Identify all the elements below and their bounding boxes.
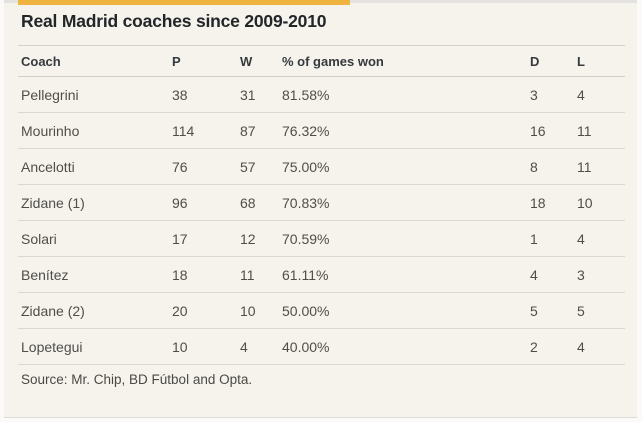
cell-losses: 10 xyxy=(577,194,593,211)
cell-played: 20 xyxy=(172,302,188,319)
cell-wins: 68 xyxy=(240,194,256,211)
cell-losses: 4 xyxy=(577,338,585,355)
cell-played: 114 xyxy=(172,122,195,139)
cell-played: 96 xyxy=(172,194,188,211)
cell-coach: Lopetegui xyxy=(21,338,83,355)
header-cell-coach: Coach xyxy=(21,53,61,69)
cell-draws: 16 xyxy=(530,122,546,139)
cell-wins: 31 xyxy=(240,86,256,103)
table-row: Zidane (2) 20 10 50.00% 5 5 xyxy=(18,293,625,329)
table-row: Ancelotti 76 57 75.00% 8 11 xyxy=(18,149,625,185)
cell-pct-won: 81.58% xyxy=(282,86,330,103)
cell-coach: Mourinho xyxy=(21,122,80,139)
table-row: Zidane (1) 96 68 70.83% 18 10 xyxy=(18,185,625,221)
cell-pct-won: 70.59% xyxy=(282,230,330,247)
cell-coach: Pellegrini xyxy=(21,86,79,103)
header-cell-losses: L xyxy=(577,53,585,69)
chart-title: Real Madrid coaches since 2009-2010 xyxy=(21,11,327,31)
cell-coach: Ancelotti xyxy=(21,158,75,175)
cell-pct-won: 75.00% xyxy=(282,158,330,175)
cell-wins: 12 xyxy=(240,230,256,247)
cell-pct-won: 61.11% xyxy=(282,266,329,283)
table-row: Solari 17 12 70.59% 1 4 xyxy=(18,221,625,257)
source-note: Source: Mr. Chip, BD Fútbol and Opta. xyxy=(21,372,253,387)
cell-coach: Zidane (1) xyxy=(21,194,85,211)
table-row: Benítez 18 11 61.11% 4 3 xyxy=(18,257,625,293)
cell-wins: 87 xyxy=(240,122,256,139)
cell-wins: 11 xyxy=(240,266,255,283)
cell-draws: 8 xyxy=(530,158,538,175)
cell-pct-won: 76.32% xyxy=(282,122,330,139)
cell-wins: 57 xyxy=(240,158,256,175)
cell-losses: 4 xyxy=(577,86,585,103)
header-cell-draws: D xyxy=(530,53,540,69)
cell-draws: 2 xyxy=(530,338,538,355)
cell-played: 18 xyxy=(172,266,188,283)
header-cell-wins: W xyxy=(240,53,253,69)
table-row: Mourinho 114 87 76.32% 16 11 xyxy=(18,113,625,149)
cell-played: 38 xyxy=(172,86,188,103)
cell-draws: 1 xyxy=(530,230,538,247)
header-cell-played: P xyxy=(172,53,181,69)
cell-draws: 18 xyxy=(530,194,546,211)
table-header-row: Coach P W % of games won D L xyxy=(18,46,625,77)
coaches-table: Coach P W % of games won D L Pellegrini … xyxy=(18,45,625,365)
cell-draws: 3 xyxy=(530,86,538,103)
cell-wins: 10 xyxy=(240,302,256,319)
cell-pct-won: 70.83% xyxy=(282,194,330,211)
table-row: Lopetegui 10 4 40.00% 2 4 xyxy=(18,329,625,365)
cell-pct-won: 40.00% xyxy=(282,338,330,355)
cell-losses: 11 xyxy=(577,122,592,139)
table-row: Pellegrini 38 31 81.58% 3 4 xyxy=(18,77,625,113)
cell-pct-won: 50.00% xyxy=(282,302,330,319)
cell-draws: 4 xyxy=(530,266,538,283)
cell-coach: Benítez xyxy=(21,266,69,283)
accent-bar xyxy=(18,0,350,5)
cell-losses: 4 xyxy=(577,230,585,247)
cell-losses: 11 xyxy=(577,158,592,175)
cell-coach: Zidane (2) xyxy=(21,302,85,319)
cell-losses: 3 xyxy=(577,266,585,283)
cell-coach: Solari xyxy=(21,230,57,247)
cell-draws: 5 xyxy=(530,302,538,319)
cell-played: 17 xyxy=(172,230,188,247)
cell-played: 10 xyxy=(172,338,188,355)
header-cell-pct-won: % of games won xyxy=(282,53,384,69)
cell-played: 76 xyxy=(172,158,188,175)
cell-losses: 5 xyxy=(577,302,585,319)
table-card: Real Madrid coaches since 2009-2010 Coac… xyxy=(4,0,637,418)
cell-wins: 4 xyxy=(240,338,248,355)
